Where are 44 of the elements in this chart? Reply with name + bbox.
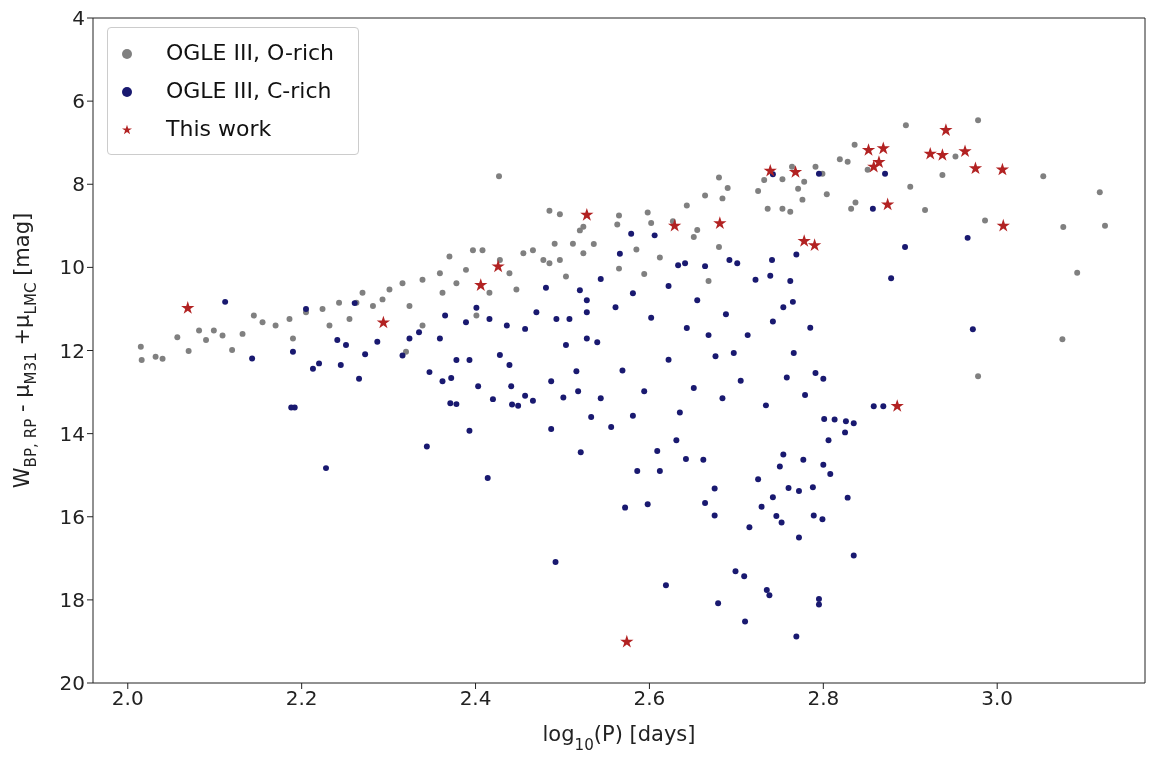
point: [713, 216, 727, 229]
y-tick-label: 18: [59, 587, 85, 612]
y-tick-label: 8: [72, 172, 85, 197]
point: [861, 143, 876, 156]
legend-label: This work: [166, 116, 272, 141]
y-tick-label: 12: [59, 338, 85, 363]
point: [876, 141, 890, 155]
point: [181, 301, 195, 314]
point: [968, 161, 983, 175]
point: [935, 148, 950, 161]
y-tick-label: 4: [72, 6, 85, 31]
point: [867, 159, 881, 173]
x-tick-label: 2.4: [459, 686, 492, 711]
point: [620, 634, 634, 648]
point: [763, 163, 777, 177]
point: [995, 162, 1010, 176]
point: [996, 218, 1010, 232]
point: [890, 399, 904, 412]
x-axis-title: log$_{10}$(P) [days]: [542, 722, 696, 754]
x-tick-label: 2.6: [633, 686, 666, 711]
x-tick-label: 2.8: [807, 686, 840, 711]
y-tick-label: 10: [59, 255, 85, 280]
point: [491, 259, 505, 273]
point: [923, 146, 937, 160]
y-tick-label: 16: [59, 504, 85, 529]
point: [788, 165, 803, 178]
point: [376, 315, 391, 329]
point: [797, 234, 811, 247]
y-tick-label: 6: [72, 89, 85, 114]
x-tick-label: 2.2: [285, 686, 318, 711]
point: [958, 144, 972, 158]
point: [580, 208, 594, 221]
point: [939, 123, 953, 136]
x-tick-label: 2.0: [111, 686, 144, 711]
point: [807, 238, 822, 252]
y-tick-label: 20: [59, 671, 85, 696]
point: [667, 218, 682, 232]
point: [880, 197, 895, 211]
legend-label: OGLE III, C-rich: [166, 78, 332, 103]
y-tick-label: 14: [59, 421, 85, 446]
x-tick-label: 3.0: [981, 686, 1014, 711]
legend-label: OGLE III, O-rich: [166, 40, 335, 65]
point: [474, 278, 488, 291]
point: [872, 155, 886, 168]
